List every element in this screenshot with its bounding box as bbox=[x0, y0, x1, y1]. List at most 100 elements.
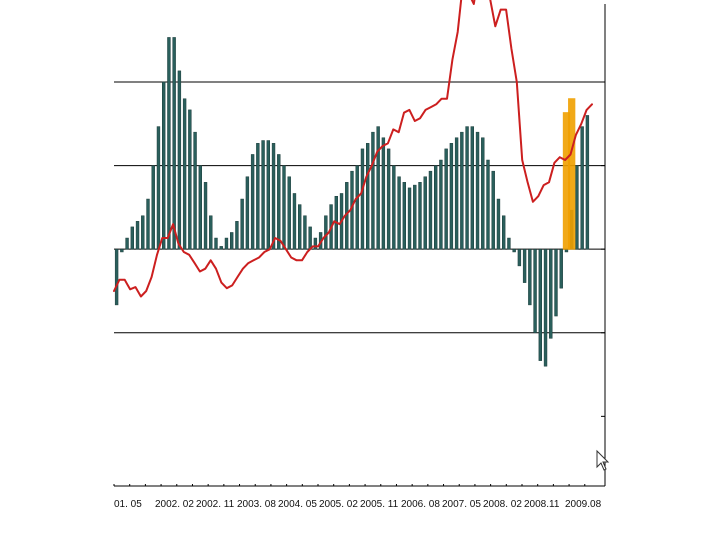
bar bbox=[491, 170, 495, 250]
bar bbox=[292, 193, 297, 250]
bar bbox=[538, 248, 542, 361]
x-tick-label: 2009.08 bbox=[565, 499, 602, 510]
bar bbox=[308, 226, 312, 250]
bar bbox=[470, 126, 474, 250]
x-tick-label: 2008.11 bbox=[524, 499, 560, 510]
bar bbox=[366, 143, 370, 250]
line-series bbox=[113, 0, 593, 298]
x-tick-label: 2005. 11 bbox=[360, 499, 399, 510]
bar bbox=[271, 143, 276, 250]
highlight-bar bbox=[568, 98, 576, 250]
x-tick-label: 2004. 05 bbox=[278, 499, 317, 510]
bar bbox=[135, 221, 140, 250]
bar bbox=[245, 176, 250, 250]
bar bbox=[522, 248, 527, 283]
bar bbox=[507, 237, 511, 250]
bar bbox=[517, 248, 522, 267]
x-tick-label: 2007. 05 bbox=[442, 499, 481, 510]
bar bbox=[475, 131, 480, 250]
bar bbox=[324, 215, 328, 250]
bar bbox=[172, 37, 176, 250]
x-tick-label: 2005. 02 bbox=[319, 499, 358, 510]
bar bbox=[282, 165, 286, 250]
bar bbox=[559, 248, 563, 289]
bar bbox=[240, 198, 244, 250]
bar bbox=[554, 248, 558, 317]
bar bbox=[182, 98, 187, 250]
bar bbox=[298, 204, 302, 250]
bar bbox=[146, 198, 150, 250]
bar bbox=[209, 215, 213, 250]
x-tick-label: 2008. 02 bbox=[483, 499, 522, 510]
bar bbox=[423, 176, 427, 250]
bar bbox=[219, 246, 223, 250]
bar bbox=[580, 126, 584, 250]
bar bbox=[481, 137, 485, 250]
axes bbox=[113, 4, 606, 487]
bar bbox=[413, 184, 417, 250]
bar bbox=[230, 232, 234, 250]
bar bbox=[313, 237, 318, 250]
series-line bbox=[113, 0, 593, 298]
bar bbox=[177, 70, 182, 250]
bar bbox=[543, 248, 548, 367]
bar bbox=[496, 198, 501, 250]
bar bbox=[360, 148, 365, 250]
bar bbox=[287, 176, 291, 250]
bar bbox=[381, 137, 386, 250]
bar bbox=[418, 182, 422, 250]
bar bbox=[465, 126, 469, 250]
bar bbox=[428, 170, 433, 250]
x-tick-label: 2002. 11 bbox=[196, 499, 235, 510]
bar bbox=[460, 131, 464, 250]
bar bbox=[386, 148, 391, 250]
bar-series bbox=[114, 37, 590, 367]
bar bbox=[151, 165, 155, 250]
bar bbox=[585, 115, 590, 250]
highlight-bars bbox=[562, 98, 576, 250]
bar bbox=[303, 215, 307, 250]
bar bbox=[250, 154, 255, 250]
x-tick-label: 01. 05 bbox=[114, 499, 142, 510]
bar bbox=[355, 165, 359, 250]
bar bbox=[533, 248, 537, 334]
bar bbox=[454, 137, 459, 250]
bar bbox=[125, 237, 129, 250]
bar bbox=[277, 154, 281, 250]
bar bbox=[528, 248, 532, 306]
bar bbox=[120, 248, 124, 253]
bar bbox=[156, 126, 161, 250]
bar bbox=[198, 165, 202, 250]
bar bbox=[203, 182, 208, 250]
bar bbox=[575, 165, 579, 250]
bar bbox=[141, 215, 145, 250]
bar bbox=[266, 140, 270, 250]
bar bbox=[371, 131, 375, 250]
bar bbox=[114, 248, 119, 306]
bar bbox=[392, 165, 396, 250]
bar bbox=[486, 159, 490, 250]
bar bbox=[214, 237, 218, 250]
x-tick-label: 2003. 08 bbox=[237, 499, 276, 510]
bar bbox=[376, 126, 380, 250]
bar bbox=[402, 182, 406, 250]
bar bbox=[261, 140, 265, 250]
bar bbox=[235, 221, 239, 250]
bar bbox=[407, 187, 412, 250]
bar bbox=[188, 109, 192, 250]
bar bbox=[167, 37, 171, 250]
bar bbox=[444, 148, 448, 250]
bar bbox=[130, 226, 134, 250]
x-tick-label: 2006. 08 bbox=[401, 499, 440, 510]
bar bbox=[549, 248, 553, 339]
x-tick-labels: 01. 05 2002. 02 2002. 11 2003. 08 2004. 05 20… bbox=[114, 499, 602, 510]
bar bbox=[193, 131, 197, 250]
mouse-pointer-icon bbox=[596, 449, 610, 471]
bar bbox=[256, 143, 260, 250]
bar bbox=[449, 143, 454, 250]
bar bbox=[397, 176, 401, 250]
bar bbox=[512, 248, 516, 253]
bar bbox=[502, 215, 506, 250]
x-tick-label: 2002. 02 bbox=[155, 499, 194, 510]
